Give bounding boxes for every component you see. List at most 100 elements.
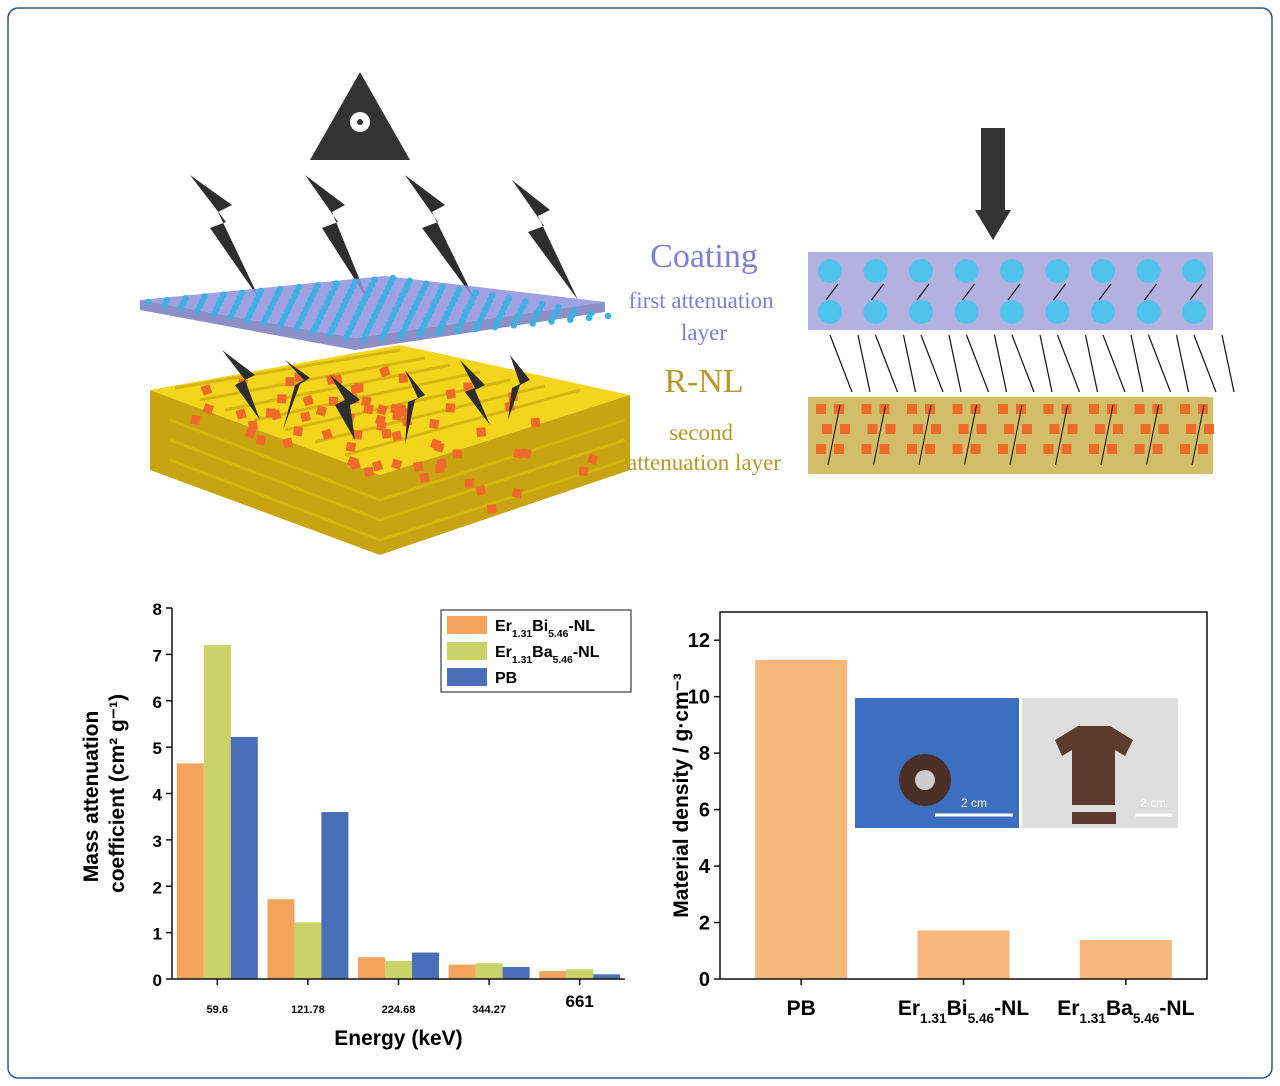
y-tick-label: 2 <box>699 913 710 935</box>
atom <box>1046 300 1070 324</box>
bar <box>385 961 412 979</box>
x-tick-label: 59.6 <box>207 1004 229 1016</box>
particle <box>453 449 462 458</box>
atom <box>864 259 888 283</box>
atom <box>164 297 171 304</box>
atom <box>472 289 479 296</box>
y-tick-label: 1 <box>153 925 162 944</box>
particle <box>907 444 917 454</box>
atom <box>182 295 189 302</box>
particle <box>277 394 286 403</box>
atom <box>456 286 463 293</box>
y-tick-label: 7 <box>153 646 162 665</box>
particle <box>959 424 969 434</box>
particle <box>1204 424 1214 434</box>
atom <box>818 300 842 324</box>
atom <box>522 298 529 305</box>
particle <box>868 424 878 434</box>
particle <box>1062 444 1072 454</box>
atom <box>220 291 227 298</box>
bar <box>539 971 566 979</box>
bar <box>918 930 1010 979</box>
particle <box>1180 404 1190 414</box>
atom <box>295 284 302 291</box>
particle <box>998 444 1008 454</box>
particle <box>376 421 386 431</box>
x-tick-label: 661 <box>566 992 594 1011</box>
particle <box>834 444 844 454</box>
atom <box>314 282 321 289</box>
atom <box>439 283 446 290</box>
particle <box>862 444 872 454</box>
particle <box>816 404 826 414</box>
particle <box>399 373 409 383</box>
particle <box>907 404 917 414</box>
particle <box>816 444 826 454</box>
particle <box>953 444 963 454</box>
particle <box>1141 424 1151 434</box>
atom <box>605 313 612 320</box>
atom <box>277 286 284 293</box>
atom <box>818 259 842 283</box>
bar <box>204 645 231 979</box>
y-tick-label: 6 <box>153 693 162 712</box>
particle <box>363 404 373 414</box>
particle <box>1135 444 1145 454</box>
particle <box>1089 404 1099 414</box>
y-tick-label: 6 <box>699 800 710 822</box>
y-tick-label: 4 <box>153 786 163 805</box>
particle <box>925 444 935 454</box>
atom <box>201 293 208 300</box>
atom <box>1091 259 1115 283</box>
bar <box>358 957 385 979</box>
legend-swatch <box>447 616 487 634</box>
particle <box>429 419 439 429</box>
particle <box>1068 424 1078 434</box>
atom <box>333 280 340 287</box>
y-tick-label: 4 <box>699 856 711 878</box>
bar <box>177 763 204 979</box>
particle <box>521 449 531 459</box>
bar <box>231 737 258 979</box>
particle <box>953 404 963 414</box>
legend-label: PB <box>495 670 517 687</box>
particle <box>1004 424 1014 434</box>
figure: Coating first attenuation layer R-NL sec… <box>0 0 1280 1086</box>
particle <box>1095 424 1105 434</box>
atom <box>1000 259 1024 283</box>
particle <box>579 466 589 476</box>
y-tick-label: 12 <box>688 630 710 652</box>
particle <box>1198 444 1208 454</box>
particle <box>531 417 541 427</box>
particle <box>266 408 276 418</box>
particle <box>364 466 374 476</box>
y-tick-label: 0 <box>153 971 162 990</box>
atom <box>572 307 579 314</box>
particle <box>346 442 356 452</box>
atom <box>1000 300 1024 324</box>
particle <box>256 435 266 445</box>
particle <box>1016 444 1026 454</box>
particle <box>487 504 497 514</box>
particle <box>998 404 1008 414</box>
particle <box>419 472 430 483</box>
particle <box>1113 424 1123 434</box>
particle <box>1153 444 1163 454</box>
particle <box>413 461 423 471</box>
particle <box>886 424 896 434</box>
bar <box>503 967 530 979</box>
atom <box>1137 300 1161 324</box>
particle <box>1107 444 1117 454</box>
x-tick-label: 224.68 <box>382 1004 416 1016</box>
particle <box>476 427 486 437</box>
particle <box>913 424 923 434</box>
y-tick-label: 0 <box>699 969 710 991</box>
x-tick-label: PB <box>787 997 816 1020</box>
y-tick-label: 2 <box>153 878 162 897</box>
atom <box>955 259 979 283</box>
particle <box>977 424 987 434</box>
atom <box>239 289 246 296</box>
atom <box>588 310 595 317</box>
bar <box>267 899 294 979</box>
atom <box>489 292 496 299</box>
